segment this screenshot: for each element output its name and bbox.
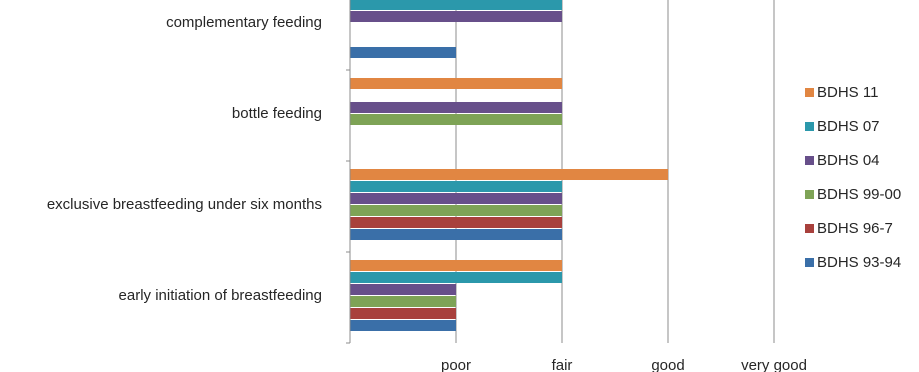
bar-bdhs-96-7 [350,308,456,319]
bar-bdhs-04 [350,193,562,204]
bar-bdhs-93-94 [350,320,456,331]
bar-bdhs-07 [350,181,562,192]
bar-bdhs-04 [350,11,562,22]
legend-label: BDHS 11 [817,84,878,101]
bar-bdhs-96-7 [350,217,562,228]
legend-label: BDHS 96-7 [817,220,893,237]
bar-bdhs-99-00 [350,296,456,307]
bar-bdhs-99-00 [350,114,562,125]
bar-bdhs-04 [350,284,456,295]
legend-label: BDHS 07 [817,118,880,135]
category-label: complementary feeding [166,14,322,31]
category-label: exclusive breastfeeding under six months [47,196,322,213]
bar-bdhs-93-94 [350,229,562,240]
legend-label: BDHS 04 [817,152,880,169]
bar-bdhs-99-00 [350,205,562,216]
legend-label: BDHS 93-94 [817,254,901,271]
legend-layer: BDHS 11 BDHS 07 BDHS 04 BDHS 99-00 BDHS 96-7… [805,84,901,271]
legend-swatch [805,122,814,131]
bar-bdhs-07 [350,0,562,10]
bar-bdhs-11 [350,169,668,180]
axis-layer: early initiation of breastfeeding exclusi… [47,0,807,372]
legend-swatch [805,156,814,165]
bar-bdhs-11 [350,260,562,271]
category-label: early initiation of breastfeeding [119,287,322,304]
x-tick-label: very good [741,357,807,372]
bar-bdhs-93-94 [350,47,456,58]
bars-layer [350,0,668,331]
legend-swatch [805,224,814,233]
x-tick-label: good [651,357,684,372]
legend-swatch [805,258,814,267]
x-tick-label: fair [552,357,573,372]
bar-bdhs-11 [350,78,562,89]
bar-bdhs-04 [350,102,562,113]
legend-label: BDHS 99-00 [817,186,901,203]
category-label: bottle feeding [232,105,322,122]
bar-bdhs-07 [350,272,562,283]
legend-swatch [805,190,814,199]
x-tick-label: poor [441,357,471,372]
legend-swatch [805,88,814,97]
